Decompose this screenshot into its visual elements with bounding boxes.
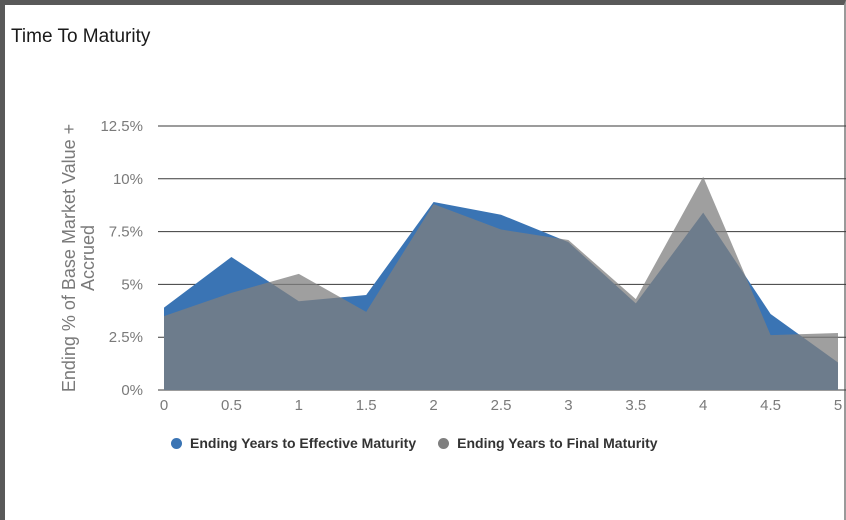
- legend-item-effective[interactable]: Ending Years to Effective Maturity: [171, 435, 416, 451]
- y-axis-label-line: Ending % of Base Market Value +: [59, 124, 79, 392]
- legend-marker-effective: [171, 437, 182, 449]
- y-axis-label-line: Accrued: [78, 225, 98, 291]
- chart-title: Time To Maturity: [11, 26, 151, 47]
- y-tick-label: 10%: [113, 171, 143, 188]
- y-tick-label: 2.5%: [109, 329, 143, 346]
- x-tick-label: 2: [429, 397, 437, 414]
- x-tick-label: 4.5: [760, 397, 781, 414]
- x-tick-label: 2.5: [491, 397, 512, 414]
- area-series-final[interactable]: [164, 176, 838, 390]
- legend-label-final: Ending Years to Final Maturity: [457, 435, 658, 451]
- y-tick-label: 5%: [121, 276, 143, 293]
- y-tick-label: 0%: [121, 382, 143, 399]
- legend-label-effective: Ending Years to Effective Maturity: [190, 435, 417, 451]
- y-axis-label: Ending % of Base Market Value + Accrued: [59, 124, 98, 392]
- x-tick-label: 3.5: [625, 397, 646, 414]
- x-tick-label: 0: [160, 397, 168, 414]
- legend-marker-final: [438, 437, 450, 449]
- x-tick-label: 3: [564, 397, 572, 414]
- x-tick-label: 1.5: [356, 397, 377, 414]
- y-tick-label: 12.5%: [100, 118, 143, 135]
- legend: Ending Years to Effective Maturity Endin…: [171, 435, 680, 451]
- x-tick-label: 1: [295, 397, 303, 414]
- area-series: [164, 176, 838, 390]
- x-axis-ticks: 0 0.5 1 1.5 2 2.5 3 3.5 4 4.5 5: [160, 397, 842, 414]
- x-tick-label: 0.5: [221, 397, 242, 414]
- x-tick-label: 4: [699, 397, 707, 414]
- y-axis-ticks: 0% 2.5% 5% 7.5% 10% 12.5%: [100, 118, 143, 399]
- y-tick-label: 7.5%: [109, 224, 143, 241]
- x-tick-label: 5: [834, 397, 842, 414]
- legend-item-final[interactable]: Ending Years to Final Maturity: [438, 435, 658, 451]
